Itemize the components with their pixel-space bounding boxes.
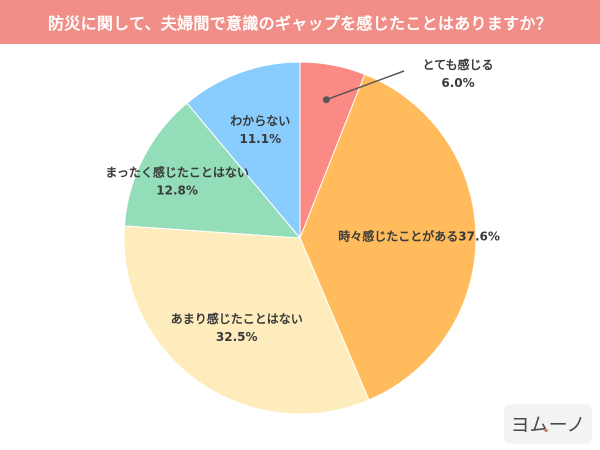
pie-slice-4 [123,102,302,239]
slice-value-1: 6.0% [441,76,474,90]
slice-value-5: 11.1% [239,132,281,146]
pie-labels: とても感じる 6.0% 時々感じたことがある37.6% あまり感じたことはない 32.5… [105,57,500,344]
pie-slices [123,61,477,415]
leader-line [326,70,405,101]
pie-slice-3 [123,225,370,415]
pie-slice-2 [299,73,477,401]
leader-dot [322,96,330,104]
logo-text: ヨムーノ [511,414,586,436]
slice-label-4: まったく感じたことはない [105,164,249,179]
yomuno-logo-icon: ヨムーノ [504,404,592,444]
slice-label-2: 時々感じたことがある37.6% [338,229,500,244]
slice-label-3: あまり感じたことはない [171,311,303,326]
slice-value-4: 12.8% [156,183,198,197]
pie-slice-5 [186,61,301,240]
title-bar: 防災に関して、夫婦間で意識のギャップを感じたことはありますか？ [0,0,600,44]
slice-label-1: とても感じる [422,57,493,72]
slice-value-3: 32.5% [216,330,258,344]
slice-label-5: わからない [230,114,290,128]
chart-title: 防災に関して、夫婦間で意識のギャップを感じたことはありますか？ [47,14,553,33]
